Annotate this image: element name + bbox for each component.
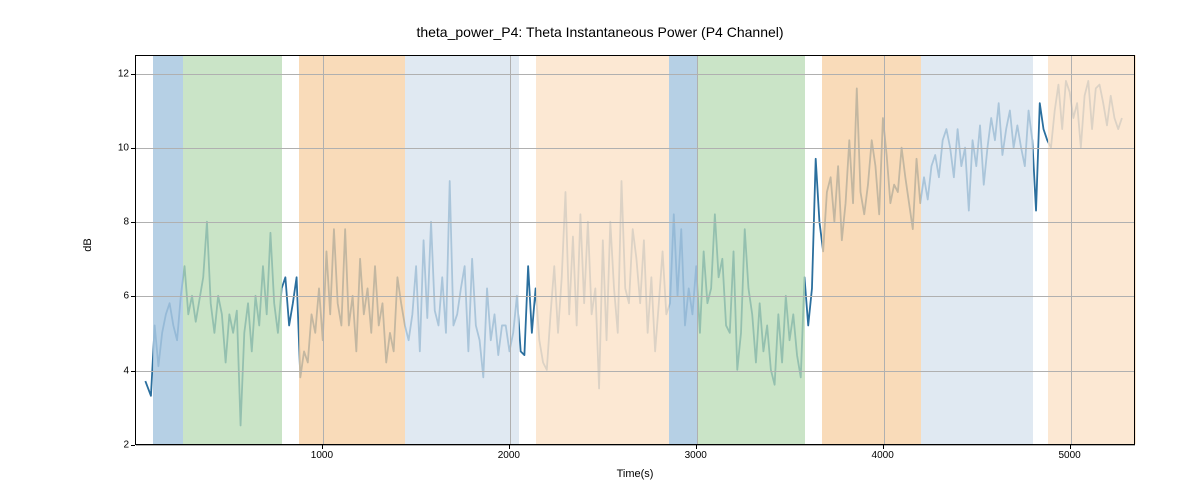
gridline-vertical <box>884 55 885 444</box>
xtick-label: 4000 <box>872 450 894 461</box>
gridline-horizontal <box>136 371 1135 372</box>
background-band <box>921 55 1033 444</box>
ytick-label: 12 <box>118 68 129 79</box>
ytick-label: 8 <box>123 217 129 228</box>
gridline-horizontal <box>136 74 1135 75</box>
background-band <box>183 55 282 444</box>
background-band <box>536 55 669 444</box>
chart-container: theta_power_P4: Theta Instantaneous Powe… <box>0 0 1200 500</box>
background-band <box>669 55 697 444</box>
ytick-mark <box>131 445 135 446</box>
ytick-label: 2 <box>123 440 129 451</box>
background-band <box>822 55 921 444</box>
xtick-mark <box>1070 445 1071 449</box>
xtick-mark <box>696 445 697 449</box>
gridline-horizontal <box>136 148 1135 149</box>
xtick-label: 5000 <box>1058 450 1080 461</box>
x-axis-label: Time(s) <box>617 468 654 480</box>
ytick-mark <box>131 296 135 297</box>
xtick-mark <box>322 445 323 449</box>
xtick-label: 2000 <box>498 450 520 461</box>
background-band <box>1048 55 1136 444</box>
xtick-mark <box>883 445 884 449</box>
ytick-mark <box>131 74 135 75</box>
gridline-horizontal <box>136 445 1135 446</box>
ytick-mark <box>131 148 135 149</box>
background-band <box>405 55 519 444</box>
ytick-label: 10 <box>118 142 129 153</box>
background-band <box>697 55 805 444</box>
gridline-vertical <box>697 55 698 444</box>
plot-area <box>135 55 1135 445</box>
ytick-label: 4 <box>123 365 129 376</box>
background-band <box>153 55 183 444</box>
ytick-label: 6 <box>123 291 129 302</box>
xtick-mark <box>509 445 510 449</box>
chart-title: theta_power_P4: Theta Instantaneous Powe… <box>0 24 1200 40</box>
gridline-horizontal <box>136 296 1135 297</box>
background-band <box>299 55 406 444</box>
gridline-vertical <box>323 55 324 444</box>
xtick-label: 1000 <box>311 450 333 461</box>
y-axis-label: dB <box>82 238 94 251</box>
gridline-vertical <box>1071 55 1072 444</box>
gridline-horizontal <box>136 222 1135 223</box>
xtick-label: 3000 <box>685 450 707 461</box>
ytick-mark <box>131 222 135 223</box>
ytick-mark <box>131 371 135 372</box>
gridline-vertical <box>510 55 511 444</box>
